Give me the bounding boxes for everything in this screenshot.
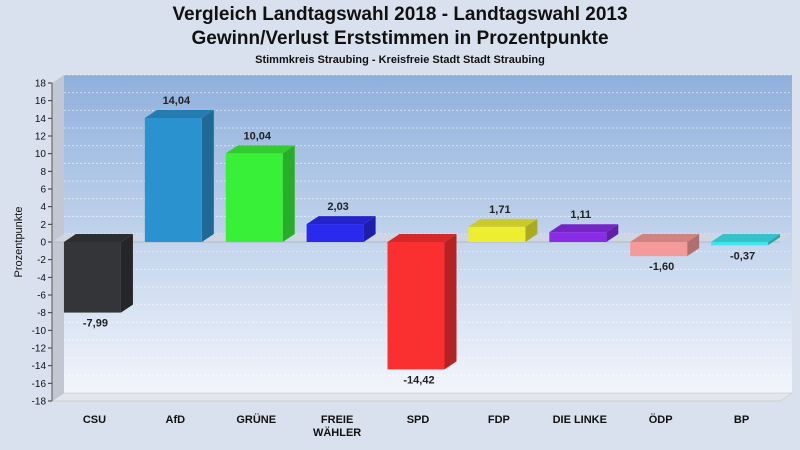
bar-top [468,218,538,227]
bar-side [444,234,457,370]
bar-top [225,145,295,154]
bar-front [63,242,121,313]
bar [711,234,781,246]
bar [306,216,376,242]
chart-region-subtitle: Stimmkreis Straubing - Kreisfreie Stadt … [255,54,545,66]
y-tick-label: -16 [32,379,47,390]
bar-side [120,234,133,313]
x-tick-label: FREIE [321,414,353,426]
y-tick-label: -14 [32,361,47,372]
bar-top [306,216,376,225]
bar-side [606,224,619,242]
y-tick-label: 8 [40,167,46,178]
bar-front [306,224,364,242]
bar-top [144,109,214,118]
bar-front [225,153,283,242]
bar-side [201,109,214,242]
x-tick-label: BP [734,414,749,426]
bar [144,109,214,242]
y-tick-label: -12 [32,344,47,355]
bar-top [711,234,781,242]
bar-side [687,234,700,257]
bar [387,234,457,370]
bar [549,224,619,242]
chart-subtitle: Gewinn/Verlust Erststimmen in Prozentpun… [191,28,609,49]
bar-side [282,145,295,242]
x-tick-label: FDP [488,414,510,426]
bar [225,145,295,242]
bar [63,234,133,313]
y-tick-label: 4 [40,202,46,213]
bar-front [144,117,202,242]
plot-floor [51,392,793,402]
bar-top [387,234,457,242]
bar [630,234,700,257]
y-tick-label: -4 [37,273,46,284]
y-tick-label: 18 [35,79,47,90]
bar-top [630,234,700,242]
y-tick-label: -18 [32,397,47,408]
bar-value-label: -0,37 [730,250,755,262]
y-tick-label: -6 [37,291,46,302]
bar-front [549,232,607,242]
x-tick-label: CSU [83,414,106,426]
bar-value-label: 2,03 [327,201,348,213]
bar-top [549,224,619,233]
x-tick-label: WÄHLER [313,426,361,439]
chart-title: Vergleich Landtagswahl 2018 - Landtagswa… [172,4,628,25]
y-tick-label: 12 [35,132,47,143]
bar-side [525,218,538,242]
x-tick-label: ÖDP [649,413,673,426]
y-tick-label: 16 [35,96,47,107]
y-tick-label: 14 [35,114,47,125]
bar-front [387,242,445,370]
y-axis-label: Prozentpunkte [13,207,25,278]
bar-side [768,234,781,246]
bar-front [711,242,769,246]
bar-value-label: 1,71 [489,204,510,216]
bar-value-label: 1,11 [570,209,591,221]
bar-value-label: 14,04 [163,95,191,107]
bar [468,218,538,242]
bar-front [630,242,688,257]
y-tick-label: -10 [32,326,47,337]
bar-value-label: 10,04 [243,130,271,142]
y-tick-label: 2 [40,220,46,231]
bar-value-label: -14,42 [403,374,434,386]
bar-side [363,216,376,242]
bar-value-label: -1,60 [649,261,674,273]
y-tick-label: 6 [40,185,46,196]
y-tick-label: -2 [37,255,46,266]
bar-value-label: -7,99 [83,318,108,330]
x-tick-label: DIE LINKE [553,414,607,426]
x-tick-label: AfD [166,414,186,426]
y-tick-label: 10 [35,149,47,160]
x-tick-label: GRÜNE [236,413,276,426]
y-tick-label: -8 [37,308,46,319]
y-tick-label: 0 [40,238,46,249]
bar-front [468,226,526,242]
bar-top [63,234,133,242]
x-tick-label: SPD [407,414,430,426]
